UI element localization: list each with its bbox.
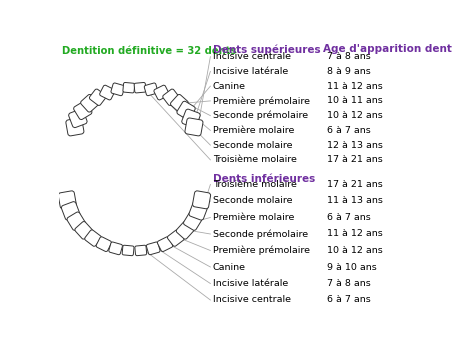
FancyBboxPatch shape xyxy=(167,230,184,246)
FancyBboxPatch shape xyxy=(109,242,122,255)
FancyBboxPatch shape xyxy=(81,94,99,112)
FancyBboxPatch shape xyxy=(176,222,194,239)
Text: 17 à 21 ans: 17 à 21 ans xyxy=(327,180,383,189)
FancyBboxPatch shape xyxy=(171,94,188,112)
Text: 12 à 13 ans: 12 à 13 ans xyxy=(327,141,383,150)
Text: Dents inférieures: Dents inférieures xyxy=(213,174,315,184)
FancyBboxPatch shape xyxy=(66,118,84,136)
Text: Troisième molaire: Troisième molaire xyxy=(213,180,297,189)
Text: Canine: Canine xyxy=(213,262,246,271)
Text: 11 à 12 ans: 11 à 12 ans xyxy=(327,229,383,238)
Text: Première molaire: Première molaire xyxy=(213,213,294,222)
FancyBboxPatch shape xyxy=(85,230,101,246)
FancyBboxPatch shape xyxy=(123,83,135,93)
FancyBboxPatch shape xyxy=(189,202,208,220)
FancyBboxPatch shape xyxy=(163,89,180,106)
Text: 17 à 21 ans: 17 à 21 ans xyxy=(327,155,383,164)
Text: Incisive centrale: Incisive centrale xyxy=(213,52,291,61)
Text: Seconde prémolaire: Seconde prémolaire xyxy=(213,229,308,239)
Text: Age d'apparition dent: Age d'apparition dent xyxy=(323,44,452,54)
Text: 6 à 7 ans: 6 à 7 ans xyxy=(327,126,370,135)
Text: Seconde molaire: Seconde molaire xyxy=(213,196,292,205)
Text: 7 à 8 ans: 7 à 8 ans xyxy=(327,279,370,288)
Text: Seconde prémolaire: Seconde prémolaire xyxy=(213,111,308,120)
FancyBboxPatch shape xyxy=(73,101,92,120)
FancyBboxPatch shape xyxy=(58,191,76,209)
Text: Dents supérieures: Dents supérieures xyxy=(213,44,320,55)
FancyBboxPatch shape xyxy=(61,202,80,220)
FancyBboxPatch shape xyxy=(100,85,115,100)
FancyBboxPatch shape xyxy=(96,237,111,251)
Text: Première prémolaire: Première prémolaire xyxy=(213,96,310,106)
Text: Canine: Canine xyxy=(213,82,246,91)
FancyBboxPatch shape xyxy=(182,109,200,128)
FancyBboxPatch shape xyxy=(177,101,195,120)
Text: Première molaire: Première molaire xyxy=(213,126,294,135)
Text: 6 à 7 ans: 6 à 7 ans xyxy=(327,213,370,222)
FancyBboxPatch shape xyxy=(192,191,210,209)
FancyBboxPatch shape xyxy=(157,237,173,251)
FancyBboxPatch shape xyxy=(185,118,203,136)
FancyBboxPatch shape xyxy=(154,85,169,100)
Text: Incisive latérale: Incisive latérale xyxy=(213,67,288,76)
Text: Incisive latérale: Incisive latérale xyxy=(213,279,288,288)
Text: 10 à 11 ans: 10 à 11 ans xyxy=(327,96,383,105)
Text: Incisive centrale: Incisive centrale xyxy=(213,295,291,304)
FancyBboxPatch shape xyxy=(67,212,85,230)
FancyBboxPatch shape xyxy=(75,222,93,239)
Text: 11 à 12 ans: 11 à 12 ans xyxy=(327,82,383,91)
FancyBboxPatch shape xyxy=(183,212,202,230)
Text: Première prémolaire: Première prémolaire xyxy=(213,246,310,255)
FancyBboxPatch shape xyxy=(144,83,158,96)
Text: 10 à 12 ans: 10 à 12 ans xyxy=(327,111,383,120)
Text: Troisième molaire: Troisième molaire xyxy=(213,155,297,164)
Text: 10 à 12 ans: 10 à 12 ans xyxy=(327,246,383,255)
Text: 11 à 13 ans: 11 à 13 ans xyxy=(327,196,383,205)
Text: Dentition définitive = 32 dents: Dentition définitive = 32 dents xyxy=(63,46,237,56)
FancyBboxPatch shape xyxy=(111,83,125,96)
FancyBboxPatch shape xyxy=(122,245,134,256)
Text: 7 à 8 ans: 7 à 8 ans xyxy=(327,52,370,61)
Text: 6 à 7 ans: 6 à 7 ans xyxy=(327,295,370,304)
Text: 8 à 9 ans: 8 à 9 ans xyxy=(327,67,370,76)
Text: Seconde molaire: Seconde molaire xyxy=(213,141,292,150)
Text: 9 à 10 ans: 9 à 10 ans xyxy=(327,262,376,271)
FancyBboxPatch shape xyxy=(146,242,160,255)
FancyBboxPatch shape xyxy=(135,245,146,256)
FancyBboxPatch shape xyxy=(69,109,87,128)
FancyBboxPatch shape xyxy=(134,83,146,93)
FancyBboxPatch shape xyxy=(90,89,106,106)
